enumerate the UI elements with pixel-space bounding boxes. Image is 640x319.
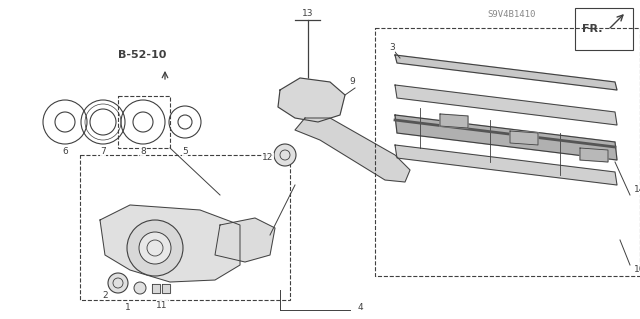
Text: 11: 11 xyxy=(156,300,168,309)
Text: 3: 3 xyxy=(389,43,395,53)
Text: 8: 8 xyxy=(140,147,146,157)
Bar xyxy=(80,155,290,300)
Polygon shape xyxy=(100,205,240,282)
Polygon shape xyxy=(440,114,468,128)
Polygon shape xyxy=(395,85,617,125)
Polygon shape xyxy=(395,145,617,185)
Circle shape xyxy=(134,282,146,294)
Circle shape xyxy=(274,144,296,166)
Polygon shape xyxy=(580,148,608,162)
Text: 13: 13 xyxy=(302,10,314,19)
Text: S9V4B1410: S9V4B1410 xyxy=(488,10,536,19)
Polygon shape xyxy=(162,284,170,293)
Polygon shape xyxy=(510,131,538,145)
Polygon shape xyxy=(215,218,275,262)
Circle shape xyxy=(139,232,171,264)
Circle shape xyxy=(108,273,128,293)
Text: 9: 9 xyxy=(349,78,355,86)
Circle shape xyxy=(127,220,183,276)
Text: FR.: FR. xyxy=(582,24,602,34)
Polygon shape xyxy=(395,55,617,90)
Text: 1: 1 xyxy=(125,303,131,313)
Text: 10: 10 xyxy=(634,265,640,275)
Polygon shape xyxy=(295,118,410,182)
Text: B-52-10: B-52-10 xyxy=(118,50,166,60)
Text: 6: 6 xyxy=(62,147,68,157)
Polygon shape xyxy=(278,78,345,122)
Bar xyxy=(375,28,640,276)
Polygon shape xyxy=(152,284,160,293)
Bar xyxy=(118,96,170,148)
Text: 5: 5 xyxy=(182,147,188,157)
Polygon shape xyxy=(395,115,617,160)
Text: 14: 14 xyxy=(634,186,640,195)
Text: 2: 2 xyxy=(102,291,108,300)
Bar xyxy=(575,8,633,50)
Text: 7: 7 xyxy=(100,147,106,157)
Text: 4: 4 xyxy=(357,303,363,313)
Text: 12: 12 xyxy=(262,153,274,162)
